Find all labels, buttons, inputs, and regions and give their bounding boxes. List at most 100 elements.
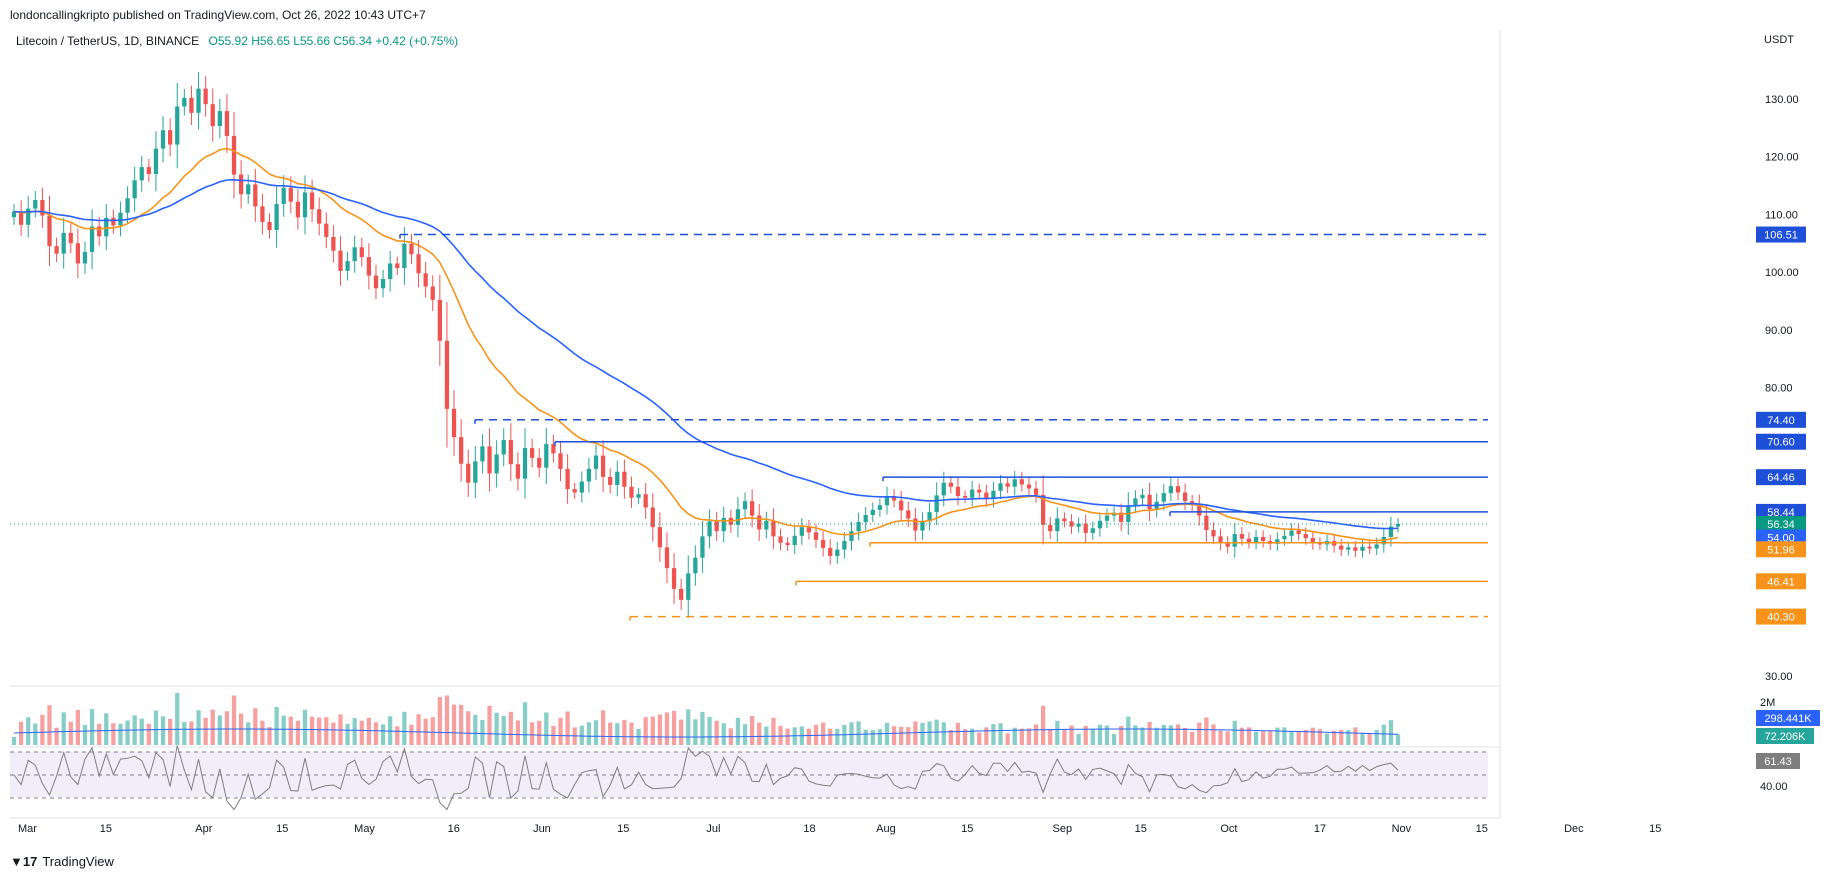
volume-value-label: 298.441K: [1764, 713, 1812, 725]
candle-body: [168, 130, 173, 145]
candle-body: [657, 527, 662, 548]
candle-body: [842, 540, 847, 550]
x-tick-label: 15: [100, 823, 112, 835]
volume-bar: [217, 715, 222, 745]
candle-body: [970, 489, 975, 498]
volume-bar: [104, 713, 109, 745]
volume-bar: [906, 727, 911, 745]
volume-bar: [416, 714, 421, 745]
volume-bar: [473, 714, 478, 745]
candle-body: [373, 275, 379, 289]
volume-bar: [210, 709, 215, 745]
candle-body: [1005, 483, 1010, 487]
candle-body: [934, 495, 939, 513]
volume-bar: [813, 724, 819, 745]
candle-body: [629, 486, 634, 498]
candle-body: [785, 542, 790, 546]
volume-bar: [686, 709, 691, 745]
x-tick-label: Dec: [1564, 823, 1584, 835]
volume-bar: [373, 722, 379, 745]
candle-body: [998, 483, 1003, 491]
candles: [11, 71, 1401, 618]
price-label: 51.96: [1767, 544, 1795, 556]
candle-body: [941, 482, 946, 496]
candle-body: [111, 217, 116, 226]
candle-body: [487, 446, 492, 474]
level-label: 40.30: [1767, 612, 1795, 624]
candle-body: [707, 521, 712, 537]
candle-body: [778, 536, 783, 543]
volume-bar: [1097, 724, 1103, 745]
candle-body: [1388, 526, 1394, 537]
volume-bar: [61, 712, 66, 745]
candle-body: [494, 454, 499, 474]
candle-body: [246, 184, 251, 195]
candle-body: [47, 215, 52, 247]
rsi-tick-label: 40.00: [1760, 781, 1788, 793]
candle-body: [217, 111, 222, 127]
volume-bar: [139, 718, 144, 745]
volume-bar: [1111, 734, 1117, 745]
level-label-bg: [1756, 411, 1806, 428]
candle-body: [1097, 520, 1103, 529]
volume-bar: [260, 720, 265, 745]
x-tick-label: 15: [1649, 823, 1661, 835]
volume-bar: [714, 720, 719, 745]
volume-bar: [302, 709, 308, 745]
level-label-bg: [1756, 469, 1806, 486]
candle-body: [856, 521, 861, 532]
candle-body: [863, 515, 868, 522]
volume-bar: [359, 720, 364, 745]
volume-bar: [970, 728, 975, 745]
volume-bar: [693, 719, 698, 745]
volume-bar: [828, 728, 833, 745]
volume-bar: [175, 692, 180, 745]
candle-body: [146, 167, 151, 175]
candle-body: [444, 340, 450, 409]
symbol-name[interactable]: Litecoin / TetherUS, 1D, BINANCE: [16, 34, 200, 48]
x-tick-label: 15: [617, 823, 629, 835]
volume-bar: [1204, 717, 1209, 745]
volume-bar: [643, 717, 648, 745]
volume-bar: [317, 717, 322, 745]
level-label: 74.40: [1767, 415, 1795, 427]
volume-bar: [89, 709, 95, 745]
candle-body: [345, 261, 350, 271]
level-label-bg: [1756, 226, 1806, 243]
volume-bar: [977, 732, 982, 745]
candle-body: [366, 257, 372, 276]
candle-body: [771, 520, 776, 537]
x-tick-label: Aug: [876, 823, 896, 835]
x-tick-label: 16: [448, 823, 460, 835]
candle-body: [125, 198, 130, 213]
y-tick-label: 110.00: [1765, 209, 1798, 221]
volume-bar: [1253, 731, 1259, 745]
volume-bar: [1005, 733, 1010, 745]
candle-body: [18, 211, 24, 225]
candle-body: [267, 221, 272, 230]
candle-body: [89, 226, 95, 252]
volume-value-bg: [1756, 710, 1820, 726]
volume-bar: [735, 717, 741, 745]
x-tick-label: Mar: [18, 823, 37, 835]
rsi-value-label: 61.43: [1764, 756, 1792, 768]
volume-bar: [1190, 731, 1195, 745]
volume-bar: [849, 722, 854, 745]
volume-bar: [295, 720, 301, 745]
candle-body: [877, 505, 883, 510]
candle-body: [1119, 512, 1124, 522]
candle-body: [962, 495, 968, 498]
ohlc-open: O55.92: [208, 34, 248, 48]
volume-bar: [224, 711, 230, 745]
volume-bar: [742, 724, 748, 745]
volume-bar: [18, 721, 24, 745]
volume-bar: [111, 723, 116, 745]
rsi-value-bg: [1756, 753, 1800, 769]
x-tick-label: Sep: [1053, 823, 1073, 835]
volume-bar: [231, 695, 237, 745]
candle-body: [686, 573, 691, 600]
candle-body: [1232, 534, 1237, 547]
volume-bar: [267, 727, 272, 745]
volume-bar: [253, 708, 258, 745]
